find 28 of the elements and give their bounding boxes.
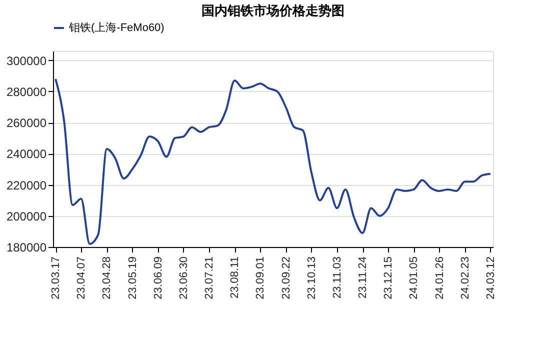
y-tick-label: 260000 — [6, 116, 47, 130]
x-tick-label: 23.04.28 — [101, 256, 114, 300]
x-tick-label: 23.12.15 — [382, 256, 395, 300]
x-tick-label: 23.08.11 — [229, 256, 242, 299]
x-tick-label: 23.05.19 — [126, 256, 139, 300]
x-tick-label: 23.11.24 — [357, 256, 370, 299]
x-tick-label: 23.03.17 — [50, 256, 62, 300]
x-tick-label: 23.09.22 — [280, 256, 292, 300]
legend-label: 钼铁(上海-FeMo60) — [68, 21, 164, 34]
y-tick-label: 300000 — [6, 54, 47, 68]
x-tick-label: 24.03.12 — [484, 256, 497, 300]
chart-title: 国内钼铁市场价格走势图 — [202, 3, 344, 18]
x-tick-label: 23.11.03 — [331, 256, 344, 299]
y-tick-label: 220000 — [6, 178, 47, 192]
line-series — [54, 78, 492, 245]
x-tick-label: 23.09.01 — [254, 256, 267, 300]
x-tick-label: 23.07.21 — [204, 256, 216, 300]
x-tick-label: 23.10.13 — [306, 256, 318, 300]
y-tick-label: 240000 — [6, 147, 47, 162]
y-tick-label: 200000 — [6, 209, 47, 224]
y-tick-label: 280000 — [6, 84, 47, 99]
x-tick-label: 24.01.05 — [408, 256, 420, 300]
x-tick-label: 24.02.23 — [459, 256, 472, 300]
x-tick-label: 23.06.09 — [152, 256, 164, 300]
x-tick-label: 23.06.30 — [178, 256, 190, 300]
x-tick-label: 23.04.07 — [76, 256, 88, 300]
x-tick-label: 24.01.26 — [434, 256, 446, 300]
y-tick-label: 180000 — [6, 240, 47, 254]
